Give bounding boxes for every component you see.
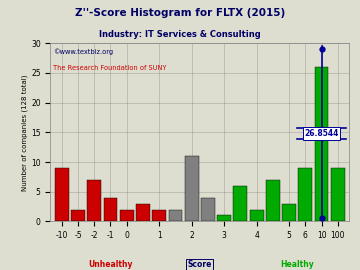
- Bar: [104, 198, 117, 221]
- Bar: [234, 186, 247, 221]
- Y-axis label: Number of companies (128 total): Number of companies (128 total): [22, 74, 28, 191]
- Bar: [250, 210, 264, 221]
- Text: Healthy: Healthy: [280, 260, 314, 269]
- Bar: [120, 210, 134, 221]
- Bar: [266, 180, 280, 221]
- Bar: [152, 210, 166, 221]
- Bar: [201, 198, 215, 221]
- Bar: [168, 210, 183, 221]
- Bar: [136, 204, 150, 221]
- Bar: [185, 156, 199, 221]
- Text: ©www.textbiz.org: ©www.textbiz.org: [53, 49, 113, 55]
- Bar: [217, 215, 231, 221]
- Text: Unhealthy: Unhealthy: [88, 260, 133, 269]
- Bar: [315, 67, 328, 221]
- Text: Industry: IT Services & Consulting: Industry: IT Services & Consulting: [99, 30, 261, 39]
- Text: 26.8544: 26.8544: [305, 129, 339, 138]
- Text: Score: Score: [188, 260, 212, 269]
- Bar: [55, 168, 69, 221]
- Bar: [282, 204, 296, 221]
- Bar: [87, 180, 101, 221]
- Text: Z''-Score Histogram for FLTX (2015): Z''-Score Histogram for FLTX (2015): [75, 8, 285, 18]
- Bar: [71, 210, 85, 221]
- Bar: [331, 168, 345, 221]
- Bar: [298, 168, 312, 221]
- Text: The Research Foundation of SUNY: The Research Foundation of SUNY: [53, 65, 167, 70]
